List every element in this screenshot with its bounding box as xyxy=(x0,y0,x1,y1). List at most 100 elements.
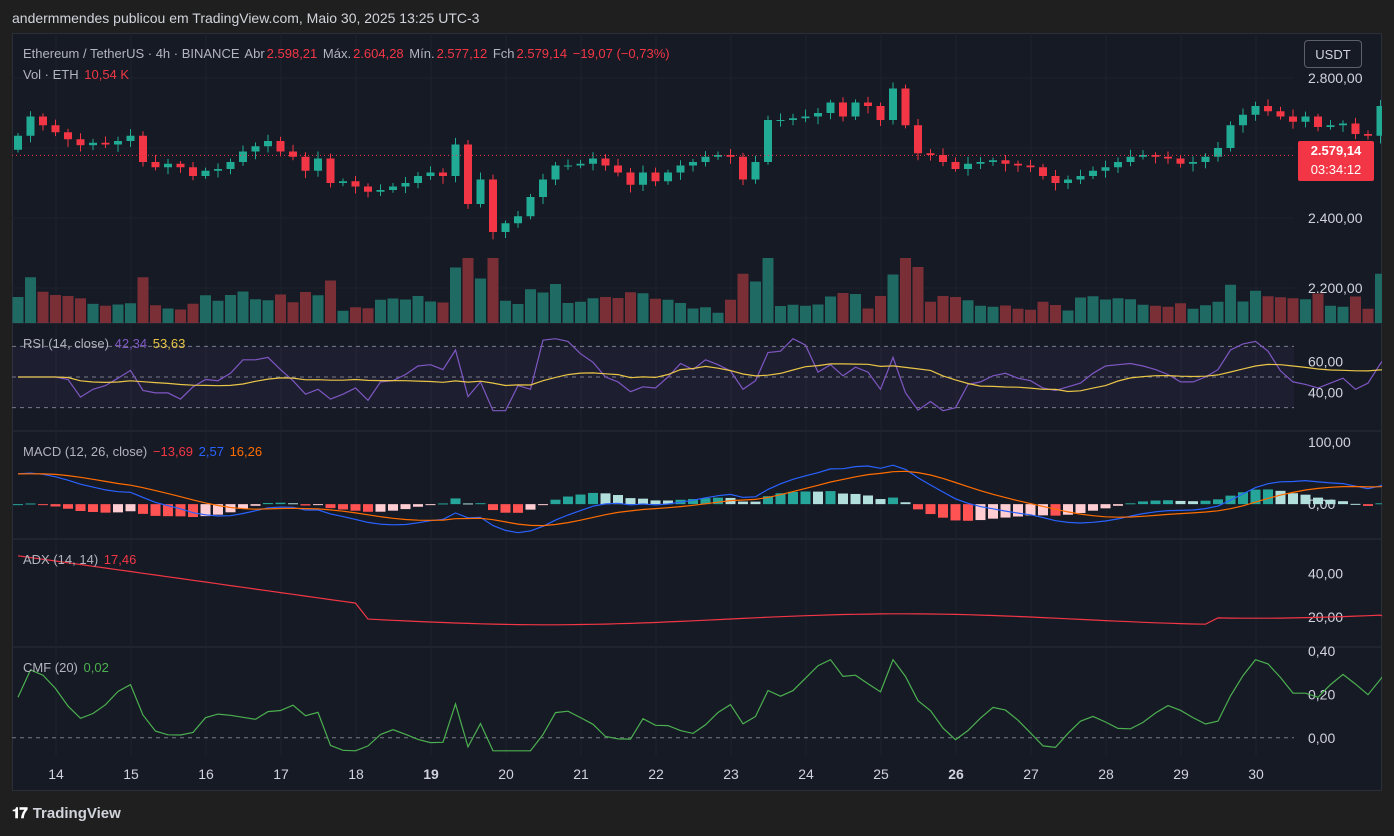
volume-bar xyxy=(150,305,161,323)
cmf-label[interactable]: CMF (20) xyxy=(23,660,78,675)
candle-body xyxy=(1351,123,1360,134)
volume-bar xyxy=(425,301,436,323)
volume-bar xyxy=(137,277,149,323)
macd-label[interactable]: MACD (12, 26, close) xyxy=(23,444,148,459)
macd-histogram-bar xyxy=(1300,494,1311,505)
rsi-label[interactable]: RSI (14, close) xyxy=(23,336,109,351)
symbol-name[interactable]: Ethereum / TetherUS · 4h · BINANCE xyxy=(23,46,240,61)
candle-body xyxy=(1251,106,1260,115)
volume-bar xyxy=(700,307,711,323)
close-value: 2.579,14 xyxy=(516,46,568,61)
macd-histogram-bar xyxy=(763,496,773,505)
candle-body xyxy=(1376,106,1382,136)
candle-body xyxy=(926,153,935,155)
volume-bar xyxy=(350,307,361,323)
volume-bar xyxy=(1350,296,1361,323)
macd-histogram-bar xyxy=(450,498,461,505)
macd-histogram-bar xyxy=(575,494,586,505)
macd-histogram-bar xyxy=(1338,501,1348,505)
macd-histogram-bar xyxy=(1038,504,1048,516)
macd-histogram-bar xyxy=(538,504,548,506)
volume-bar xyxy=(925,301,936,323)
volume-bar xyxy=(300,292,311,323)
candle-body xyxy=(539,179,547,197)
rsi-axis-tick: 60,00 xyxy=(1308,354,1343,370)
candle-body xyxy=(714,155,722,157)
macd-histogram-bar xyxy=(1288,493,1298,505)
volume-bar xyxy=(262,300,274,323)
volume-bar xyxy=(1000,305,1011,323)
adx-label[interactable]: ADX (14, 14) xyxy=(23,552,99,567)
candle-body xyxy=(1114,162,1122,168)
volume-bar xyxy=(512,304,524,323)
volume-bar xyxy=(787,304,799,323)
x-axis-tick: 24 xyxy=(798,766,814,782)
macd-histogram-bar xyxy=(413,504,423,507)
volume-bar xyxy=(200,295,211,323)
volume-bar xyxy=(500,300,511,323)
volume-bar xyxy=(800,305,811,323)
macd-legend: MACD (12, 26, close) −13,69 2,57 16,26 xyxy=(23,444,264,459)
macd-histogram-bar xyxy=(1275,490,1286,505)
footer-brand[interactable]: 𝟏𝟕 TradingView xyxy=(12,805,121,822)
volume-bar xyxy=(887,274,899,323)
candle-body xyxy=(801,116,810,119)
candle-body xyxy=(1089,170,1097,176)
candle-body xyxy=(1139,155,1147,157)
volume-bar xyxy=(100,305,111,323)
macd-histogram-bar xyxy=(750,501,761,505)
candle-body xyxy=(514,216,522,224)
macd-histogram-bar xyxy=(500,504,511,513)
candle-body xyxy=(864,102,872,106)
volume-bar xyxy=(687,308,699,323)
macd-histogram-bar xyxy=(913,504,923,510)
volume-label: Vol · ETH xyxy=(23,67,79,82)
candle-body xyxy=(264,141,272,147)
macd-histogram-bar xyxy=(925,504,936,515)
volume-bar xyxy=(550,284,561,323)
macd-histogram-bar xyxy=(300,504,311,506)
macd-histogram-bar xyxy=(388,504,398,511)
candle-body xyxy=(776,120,785,121)
x-axis-tick: 27 xyxy=(1023,766,1039,782)
rsi-axis-tick: 40,00 xyxy=(1308,384,1343,400)
volume-bar xyxy=(912,267,924,323)
chart-canvas[interactable]: 14 15 16 17 18 19 20 21 22 23 24 25 26 27 28 29 30 2.800,… xyxy=(12,33,1382,791)
volume-bar xyxy=(1150,305,1161,323)
macd-histogram-bar xyxy=(525,504,536,510)
macd-histogram-bar xyxy=(963,504,973,521)
macd-histogram-bar xyxy=(975,504,986,521)
cmf-axis-tick: 0,00 xyxy=(1308,730,1335,746)
candle-body xyxy=(476,179,485,204)
candle-body xyxy=(1164,156,1172,159)
volume-bar xyxy=(1125,299,1136,323)
volume-bar xyxy=(1337,306,1349,323)
open-label: Abr xyxy=(244,46,265,61)
macd-histogram-bar xyxy=(25,503,36,505)
volume-bar xyxy=(1300,299,1311,323)
candle-body xyxy=(1101,167,1110,171)
candle-body xyxy=(376,190,385,192)
candle-body xyxy=(189,167,197,176)
footer-brand-text: TradingView xyxy=(32,805,121,822)
bar-countdown: 03:34:12 xyxy=(1310,162,1362,177)
macd-histogram-bar xyxy=(100,504,111,513)
macd-histogram-bar xyxy=(825,491,836,505)
macd-histogram-bar xyxy=(50,504,61,507)
macd-histogram-bar xyxy=(900,502,911,505)
volume-bar xyxy=(1275,297,1286,323)
macd-histogram-bar xyxy=(375,504,386,512)
candle-body xyxy=(1014,163,1022,166)
volume-bar xyxy=(1325,305,1336,323)
macd-histogram-bar xyxy=(850,493,861,505)
volume-bar xyxy=(1137,304,1149,323)
currency-button[interactable]: USDT xyxy=(1304,40,1362,68)
macd-histogram-bar xyxy=(125,504,136,512)
macd-histogram-bar xyxy=(200,504,211,517)
volume-bar xyxy=(950,297,961,323)
macd-histogram-bar xyxy=(75,504,86,512)
volume-bar xyxy=(662,299,674,323)
high-label: Máx. xyxy=(322,46,352,61)
candle-body xyxy=(676,165,685,173)
volume-bar xyxy=(900,258,911,323)
